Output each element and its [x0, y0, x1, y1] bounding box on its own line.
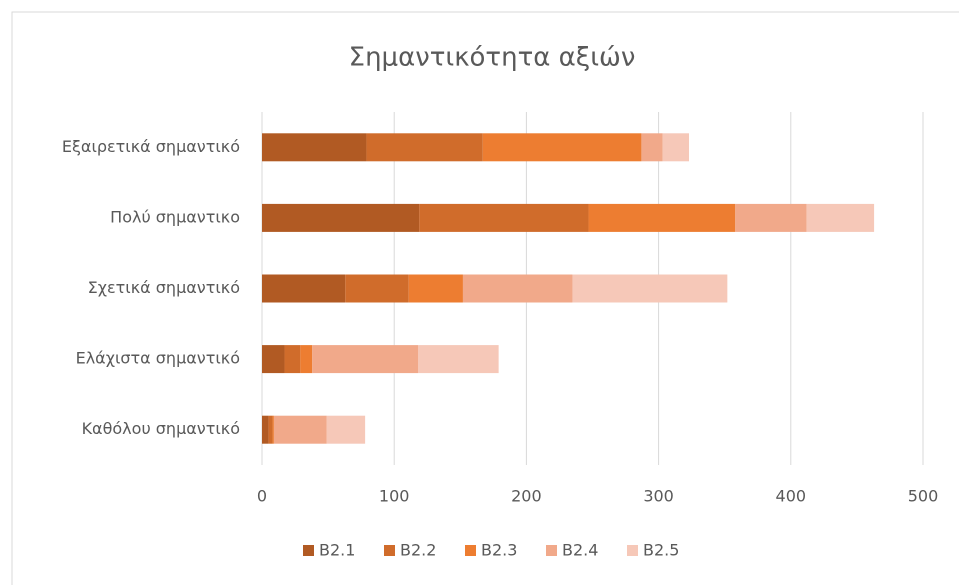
bar-segment [312, 345, 418, 374]
legend-swatch [303, 545, 314, 556]
legend-label: B2.5 [643, 541, 679, 560]
x-tick-label: 200 [511, 487, 542, 506]
bar-segment [417, 345, 499, 374]
bar-segment [326, 415, 366, 444]
legend-label: B2.3 [481, 541, 517, 560]
x-tick-label: 0 [257, 487, 267, 506]
bar-segment [262, 203, 420, 232]
bar-segment [482, 133, 642, 162]
y-tick-label: Καθόλου σημαντικό [82, 419, 240, 438]
legend-swatch [465, 545, 476, 556]
y-tick-label: Πολύ σημαντικο [110, 207, 240, 226]
bar-segment [662, 133, 690, 162]
bar-segment [588, 203, 736, 232]
legend-label: B2.4 [562, 541, 598, 560]
y-tick-label: Εξαιρετικά σημαντικό [62, 137, 240, 156]
bar-segment [641, 133, 663, 162]
bar-segment [366, 133, 483, 162]
x-tick-label: 300 [643, 487, 674, 506]
bar-segment [284, 345, 301, 374]
bar-segment [300, 345, 313, 374]
legend-swatch [546, 545, 557, 556]
bar-segment [572, 274, 728, 303]
legend-swatch [627, 545, 638, 556]
bar-segment [272, 415, 274, 444]
bar-segment [806, 203, 875, 232]
bar-segment [268, 415, 273, 444]
bar-segment [262, 345, 285, 374]
bar-segment [419, 203, 589, 232]
bar-segment [408, 274, 463, 303]
legend-label: B2.2 [400, 541, 436, 560]
bar-segment [345, 274, 409, 303]
bar-segment [262, 415, 269, 444]
legend-swatch [384, 545, 395, 556]
x-tick-label: 500 [908, 487, 939, 506]
x-tick-label: 100 [379, 487, 410, 506]
bar-segment [262, 133, 367, 162]
x-tick-label: 400 [776, 487, 807, 506]
bar-segment [462, 274, 573, 303]
y-tick-label: Σχετικά σημαντικό [88, 278, 240, 297]
y-tick-label: Ελάχιστα σημαντικό [76, 349, 240, 368]
chart-title: Σημαντικότητα αξιών [349, 43, 636, 73]
bar-segment [735, 203, 807, 232]
bar-segment [273, 415, 327, 444]
legend-label: B2.1 [319, 541, 355, 560]
bar-segment [262, 274, 346, 303]
